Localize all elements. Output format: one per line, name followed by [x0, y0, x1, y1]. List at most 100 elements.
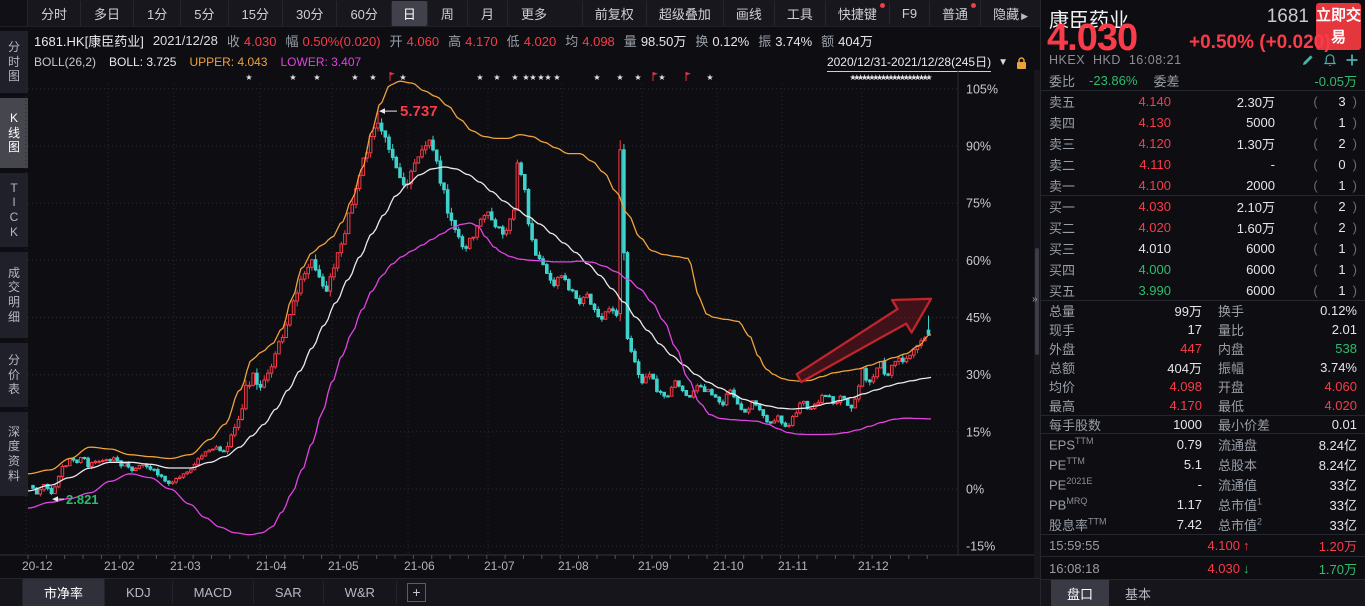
add-indicator-button[interactable]: + — [406, 583, 426, 602]
period-tab-15分[interactable]: 15分 — [227, 0, 282, 26]
period-tab-更多[interactable]: 更多 — [506, 0, 560, 26]
sidebar-item-char: T — [10, 180, 18, 195]
sidebar-item-char: 度 — [7, 439, 20, 454]
period-tab-30分[interactable]: 30分 — [281, 0, 336, 26]
stat-value: 3.74% — [1320, 360, 1357, 375]
tool-超级叠加[interactable]: 超级叠加 — [645, 0, 723, 26]
kline-chart-svg[interactable]: 105% 90% 75% 60% 45% 30% 15% 0% -15% 20-12 21-02 21… — [0, 70, 1034, 578]
ask-row[interactable]: 卖三 4.120 1.30万(2) — [1041, 133, 1365, 154]
indicator-tab-MACD[interactable]: MACD — [173, 581, 254, 604]
divider-thumb[interactable] — [1035, 248, 1039, 355]
tick-price: 4.100 — [1207, 538, 1240, 553]
trade-tick-row: 15:59:55 4.100 ↑ 1.20万 — [1041, 535, 1365, 557]
alert-bell-icon[interactable] — [1323, 53, 1337, 67]
ask-row[interactable]: 卖五 4.140 2.30万(3) — [1041, 91, 1365, 112]
bid-row[interactable]: 买一 4.030 2.10万(2) — [1041, 196, 1365, 217]
svg-text:30%: 30% — [966, 368, 991, 382]
ask-row[interactable]: 卖一 4.100 2000(1) — [1041, 175, 1365, 196]
level-order-count: (0) — [1275, 157, 1357, 172]
add-plus-icon[interactable] — [1345, 53, 1359, 67]
collapse-panel-icon[interactable]: » — [1032, 294, 1038, 305]
indicator-name[interactable]: BOLL(26,2) — [34, 55, 97, 69]
paren: ( — [1313, 136, 1318, 151]
sidebar-item-char: 料 — [7, 468, 20, 483]
sidebar-item-分价表[interactable]: 分价表 — [0, 343, 28, 407]
sidebar-item-char: 线 — [7, 125, 20, 140]
svg-text:20-12: 20-12 — [22, 559, 53, 573]
period-tab-日[interactable]: 日 — [390, 0, 427, 26]
level-label: 卖三 — [1049, 137, 1076, 152]
paren: ) — [1352, 241, 1357, 256]
quote-panel: 康臣药业 1681 立即交易 4.030 +0.50% (+0.020) HKE… — [1040, 0, 1365, 606]
bid-row[interactable]: 买二 4.020 1.60万(2) — [1041, 217, 1365, 238]
period-tab-多日[interactable]: 多日 — [80, 0, 133, 26]
indicator-tab-SAR[interactable]: SAR — [254, 581, 324, 604]
panel-tab-盘口[interactable]: 盘口 — [1051, 580, 1110, 606]
event-star-icon: ★ — [884, 73, 891, 82]
panel-divider[interactable]: » — [1032, 70, 1040, 578]
event-star-icon: ★ — [522, 73, 529, 82]
indicator-bar: BOLL(26,2) BOLL: 3.725 UPPER: 4.043 LOWE… — [0, 53, 1040, 72]
fund-value: 8.24亿 — [1318, 457, 1357, 473]
period-tab-60分[interactable]: 60分 — [336, 0, 390, 26]
sidebar-item-char: 分 — [7, 353, 20, 368]
event-star-icon: ★ — [493, 73, 500, 82]
bid-row[interactable]: 买五 3.990 6000(1) — [1041, 280, 1365, 301]
indicator-tab-KDJ[interactable]: KDJ — [105, 581, 173, 604]
ask-row[interactable]: 卖二 4.110-(0) — [1041, 154, 1365, 175]
paren: ) — [1352, 199, 1357, 214]
svg-text:21-03: 21-03 — [170, 559, 201, 573]
field-label: 高 — [448, 34, 462, 49]
bid-row[interactable]: 买三 4.010 6000(1) — [1041, 238, 1365, 259]
tool-F9[interactable]: F9 — [888, 2, 929, 24]
event-star-icon: ★ — [313, 73, 320, 82]
lock-icon[interactable] — [1015, 56, 1028, 70]
period-tab-分时[interactable]: 分时 — [41, 6, 68, 22]
ask-row[interactable]: 卖四 4.130 5000(1) — [1041, 112, 1365, 133]
tool-前复权[interactable]: 前复权 — [581, 0, 646, 26]
date-range-label[interactable]: 2020/12/31-2021/12/28(245日) — [826, 53, 992, 72]
tool-普通[interactable]: 普通 — [929, 0, 980, 26]
fundamental-row: PETTM 5.1 总股本 8.24亿 — [1041, 454, 1365, 474]
sidebar-item-成交明细[interactable]: 成交明细 — [0, 252, 28, 338]
indicator-tab-市净率[interactable]: 市净率 — [22, 579, 106, 606]
field-label: 均 — [565, 34, 579, 49]
sidebar-item-分时图[interactable]: 分时图 — [0, 31, 28, 93]
tool-快捷键[interactable]: 快捷键 — [824, 0, 889, 26]
sidebar-item-深度资料[interactable]: 深度资料 — [0, 412, 28, 496]
count-value: 1 — [1338, 262, 1346, 277]
fund-value: 33亿 — [1329, 497, 1357, 513]
fundamental-row: 股息率TTM 7.42 总市值2 33亿 — [1041, 514, 1365, 534]
trade-now-button[interactable]: 立即交易 — [1316, 3, 1361, 50]
bid-row[interactable]: 买四 4.000 6000(1) — [1041, 259, 1365, 280]
fund-value: 33亿 — [1329, 517, 1357, 533]
period-tab-5分[interactable]: 5分 — [180, 0, 227, 26]
stat-label: 量比 — [1218, 323, 1245, 338]
sidebar-item-char: 时 — [7, 54, 20, 69]
period-tab-1分[interactable]: 1分 — [133, 0, 180, 26]
field-value: 4.098 — [582, 34, 615, 49]
period-tab-月[interactable]: 月 — [466, 0, 507, 26]
panel-tab-基本[interactable]: 基本 — [1125, 587, 1152, 602]
weicha-value: -0.05万 — [1314, 73, 1357, 89]
date-range-control[interactable]: 2020/12/31-2021/12/28(245日) ▼ — [826, 53, 1028, 72]
weicha-label: 委差 — [1153, 73, 1180, 89]
count-value: 1 — [1338, 115, 1346, 130]
chevron-down-icon[interactable]: ▼ — [998, 57, 1008, 68]
event-star-icon: ★ — [876, 73, 883, 82]
period-tab-周[interactable]: 周 — [426, 0, 467, 26]
down-candles — [31, 118, 931, 496]
weibi-value: -23.86% — [1089, 72, 1138, 88]
tool-工具[interactable]: 工具 — [773, 0, 825, 26]
indicator-tab-W&R[interactable]: W&R — [324, 581, 397, 604]
level-order-count: (1) — [1275, 178, 1357, 193]
paren: ( — [1313, 241, 1318, 256]
edit-pencil-icon[interactable] — [1301, 53, 1315, 67]
sidebar-item-char: I — [12, 195, 16, 210]
tool-画线[interactable]: 画线 — [722, 0, 774, 26]
event-star-icon: ★ — [857, 73, 864, 82]
tool-隐藏[interactable]: 隐藏 ▶ — [980, 0, 1040, 26]
notification-dot-icon — [879, 2, 885, 8]
